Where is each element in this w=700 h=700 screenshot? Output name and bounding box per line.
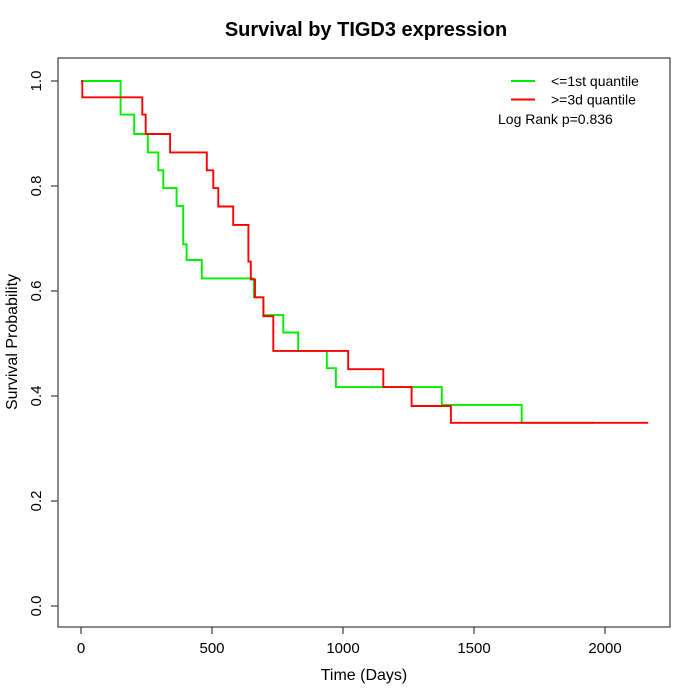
plot-box <box>57 57 671 628</box>
legend-label-third-quantile: >=3d quantile <box>551 92 636 108</box>
x-axis-label: Time (Days) <box>321 667 408 684</box>
x-tick-label: 0 <box>77 640 85 657</box>
y-tick-label: 0.6 <box>28 281 45 302</box>
x-tick-label: 1000 <box>326 640 359 657</box>
x-axis: 0 500 1000 1500 2000 <box>77 627 622 657</box>
y-tick-label: 0.2 <box>28 491 45 512</box>
y-tick-label: 0.8 <box>28 176 45 197</box>
km-curve <box>81 80 594 424</box>
y-axis: 0.0 0.2 0.4 0.6 0.8 1.0 <box>28 71 58 617</box>
x-tick-label: 2000 <box>588 640 621 657</box>
plot-title: Survival by TIGD3 expression <box>225 19 507 41</box>
logrank-note: Log Rank p=0.836 <box>498 111 613 127</box>
legend: <=1st quantile >=3d quantile Log Rank p=… <box>498 73 639 127</box>
y-tick-label: 1.0 <box>28 71 45 92</box>
series-curves <box>81 80 649 424</box>
y-axis-label: Survival Probability <box>4 274 21 410</box>
km-curve <box>81 80 649 424</box>
legend-label-first-quantile: <=1st quantile <box>551 73 639 89</box>
y-tick-label: 0.0 <box>28 596 45 617</box>
x-tick-label: 1500 <box>457 640 490 657</box>
x-tick-label: 500 <box>199 640 224 657</box>
y-tick-label: 0.4 <box>28 386 45 407</box>
